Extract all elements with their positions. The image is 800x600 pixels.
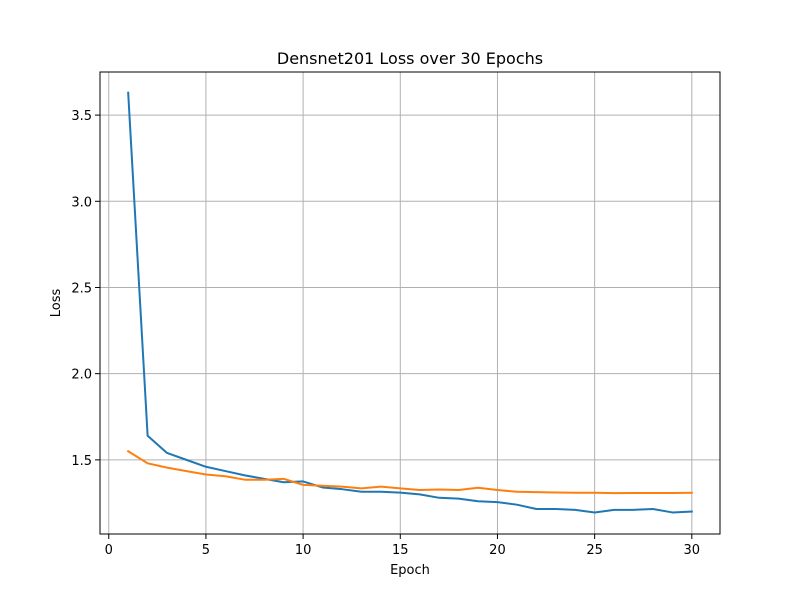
x-tick-label: 5 <box>202 543 210 558</box>
series-layer <box>126 91 693 514</box>
x-axis-ticks: 0 5 10 15 20 25 30 <box>105 534 700 558</box>
x-tick-label: 25 <box>586 543 603 558</box>
y-tick-label: 1.5 <box>71 454 92 469</box>
plot-frame <box>99 71 721 535</box>
y-tick-label: 2.5 <box>71 281 92 296</box>
series-line-1 <box>127 91 693 514</box>
y-axis-ticks: 1.5 2.0 2.5 3.0 3.5 <box>71 109 100 469</box>
x-tick-label: 30 <box>684 543 701 558</box>
x-tick-label: 15 <box>392 543 409 558</box>
y-tick-label: 3.0 <box>71 195 92 210</box>
x-tick-label: 20 <box>489 543 506 558</box>
x-tick-label: 10 <box>295 543 312 558</box>
x-tick-label: 0 <box>105 543 113 558</box>
grid <box>100 72 720 534</box>
y-axis-label: Loss <box>49 289 64 318</box>
series-line-2 <box>126 449 693 495</box>
x-axis-label: Epoch <box>390 563 430 578</box>
chart-title: Densnet201 Loss over 30 Epochs <box>277 49 543 68</box>
y-tick-label: 3.5 <box>71 109 92 124</box>
y-tick-label: 2.0 <box>71 368 92 383</box>
